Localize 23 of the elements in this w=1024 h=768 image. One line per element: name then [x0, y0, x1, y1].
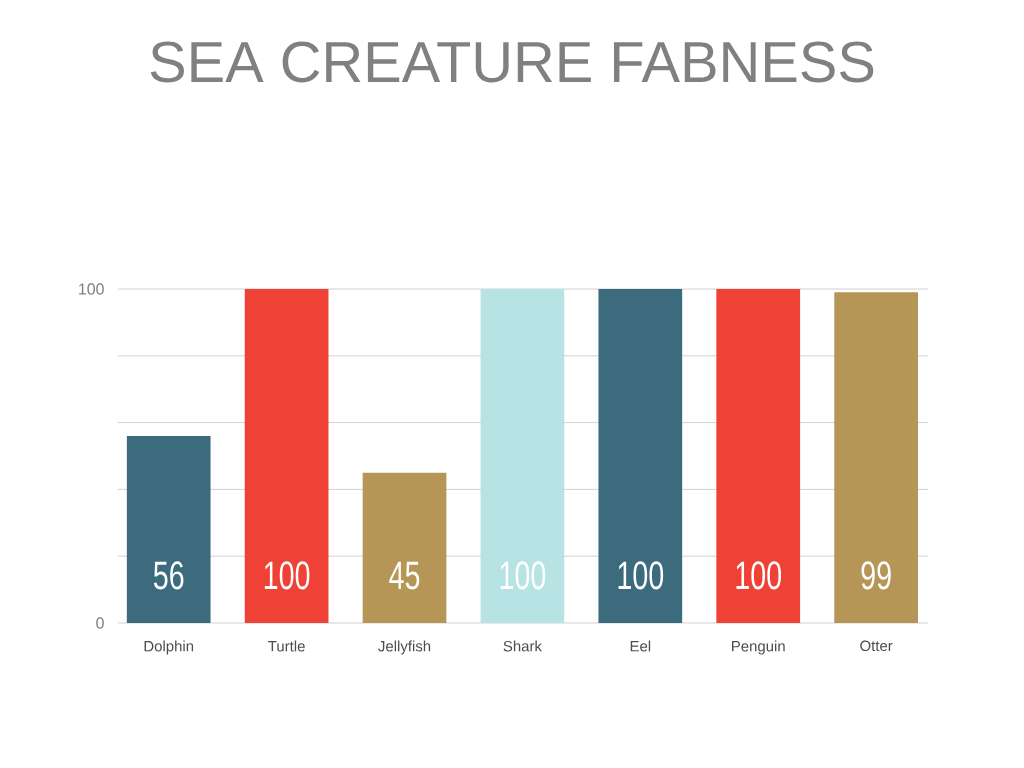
data-label: 56	[153, 561, 184, 590]
y-tick-label: 0	[96, 617, 104, 629]
bar	[716, 289, 801, 623]
bar	[834, 292, 918, 623]
data-label: 45	[389, 561, 420, 590]
data-label: 100	[736, 561, 782, 590]
data-label: 100	[618, 561, 664, 590]
x-tick-label: Jellyfish	[378, 640, 431, 655]
bar	[480, 289, 565, 623]
bar	[598, 289, 683, 623]
x-tick-label: Penguin	[732, 640, 785, 655]
x-tick-label: Turtle	[268, 640, 305, 652]
x-tick-label: Shark	[503, 640, 542, 652]
x-tick-label: Dolphin	[144, 640, 194, 655]
bar	[244, 289, 329, 623]
bar	[362, 472, 447, 623]
data-label: 100	[500, 561, 546, 590]
data-label: 99	[861, 561, 891, 590]
data-label: 100	[264, 561, 310, 590]
x-tick-label: Eel	[630, 640, 651, 652]
chart-title: SEA CREATURE FABNESS	[150, 41, 874, 83]
bar	[126, 435, 211, 623]
x-tick-label: Otter	[860, 640, 893, 652]
